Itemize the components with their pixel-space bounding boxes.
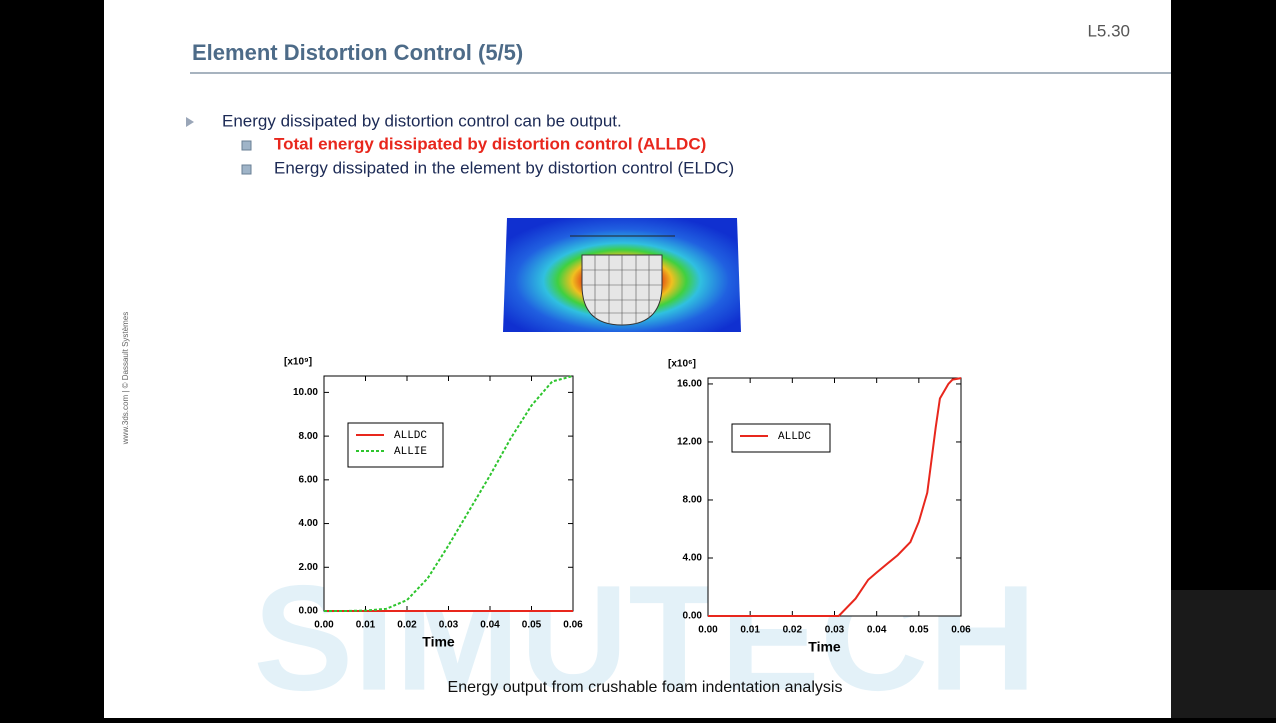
x-tick-label: 0.05: [522, 620, 542, 631]
axis-multiplier: [x10⁹]: [284, 357, 312, 368]
y-tick-label: 8.00: [683, 495, 703, 506]
legend-label: ALLIE: [394, 446, 427, 458]
slide-bg: [104, 0, 1171, 718]
y-tick-label: 0.00: [683, 611, 703, 622]
y-tick-label: 12.00: [677, 437, 702, 448]
sub-bullet-marker: [241, 164, 252, 175]
y-tick-label: 2.00: [299, 562, 319, 573]
y-tick-label: 8.00: [299, 431, 319, 442]
slide-number: L5.30: [1087, 21, 1130, 40]
legend-label: ALLDC: [778, 431, 811, 443]
y-tick-label: 10.00: [293, 387, 318, 398]
x-tick-label: 0.00: [314, 620, 334, 631]
x-tick-label: 0.02: [397, 620, 417, 631]
x-tick-label: 0.03: [825, 625, 845, 636]
slide-title: Element Distortion Control (5/5): [192, 40, 523, 65]
x-tick-label: 0.02: [783, 625, 803, 636]
legend-label: ALLDC: [394, 430, 427, 442]
x-tick-label: 0.06: [563, 620, 583, 631]
y-tick-label: 6.00: [299, 474, 319, 485]
x-tick-label: 0.03: [439, 620, 459, 631]
sub-bullet-marker: [241, 140, 252, 151]
series-line: [708, 377, 962, 617]
x-tick-label: 0.04: [480, 620, 500, 631]
side-text: www.3ds.com | © Dassault Systèmes: [121, 312, 130, 445]
x-axis-label: Time: [422, 634, 455, 650]
legend-box: [347, 422, 444, 468]
x-tick-label: 0.06: [951, 625, 971, 636]
sub-bullet-text: Total energy dissipated by distortion co…: [274, 134, 706, 153]
plot-frame: [707, 377, 962, 617]
x-tick-label: 0.00: [698, 625, 718, 636]
y-tick-label: 4.00: [683, 553, 703, 564]
x-tick-label: 0.05: [909, 625, 929, 636]
legend-box: [731, 423, 831, 453]
bullet-marker: [186, 117, 194, 127]
series-line: [324, 375, 574, 612]
x-tick-label: 0.01: [740, 625, 760, 636]
x-tick-label: 0.04: [867, 625, 887, 636]
corner-panel: [1171, 590, 1276, 718]
x-tick-label: 0.01: [356, 620, 376, 631]
y-tick-label: 4.00: [299, 518, 319, 529]
y-tick-label: 16.00: [677, 379, 702, 390]
bullet-text: Energy dissipated by distortion control …: [222, 111, 622, 130]
fem-image: [503, 218, 741, 332]
x-axis-label: Time: [808, 639, 841, 655]
y-tick-label: 0.00: [299, 606, 319, 617]
plot-frame: [323, 375, 574, 612]
caption: Energy output from crushable foam indent…: [448, 679, 843, 696]
sub-bullet-text: Energy dissipated in the element by dist…: [274, 158, 734, 177]
axis-multiplier: [x10⁶]: [668, 359, 696, 370]
